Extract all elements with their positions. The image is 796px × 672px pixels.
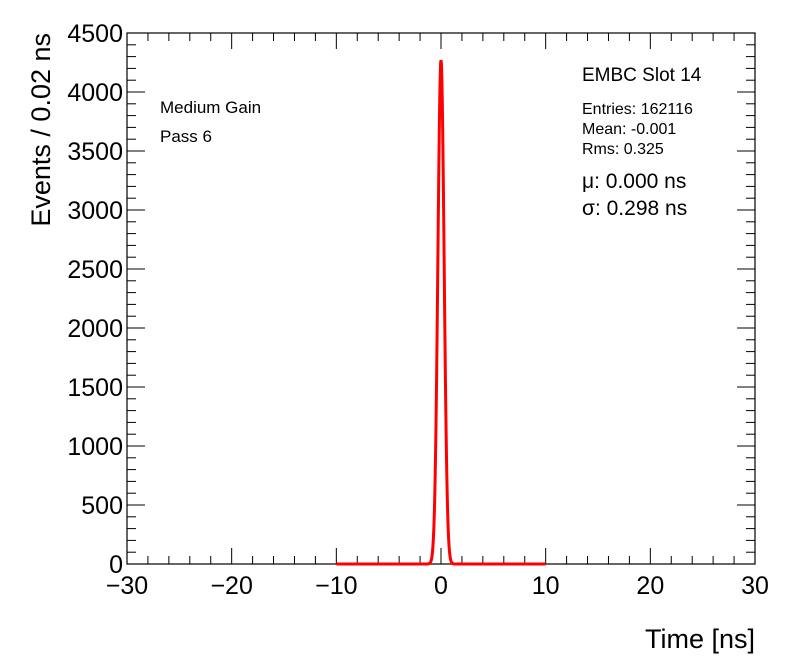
chart-title: EMBC Slot 14: [582, 65, 702, 86]
series-layer: [336, 59, 546, 566]
x-tick-label: −10: [315, 572, 357, 600]
y-axis-title: Events / 0.02 ns: [26, 33, 56, 227]
y-tick-labels: 0 500 1000 1500 2000 2500 3000 3500 4000 4500: [67, 20, 123, 579]
x-tick-label: −30: [106, 572, 148, 600]
x-tick-label: 20: [636, 572, 664, 600]
fit-mu: μ: 0.000 ns: [582, 170, 686, 193]
y-tick-label: 3500: [67, 138, 123, 166]
fit-sigma: σ: 0.298 ns: [582, 197, 687, 220]
y-tick-label: 2500: [67, 256, 123, 284]
gaussian-fit-line: [336, 59, 546, 566]
y-tick-label: 1000: [67, 433, 123, 461]
pass-label: Pass 6: [160, 127, 212, 146]
y-tick-label: 2000: [67, 315, 123, 343]
axis-ticks: [126, 32, 756, 565]
y-tick-label: 4500: [67, 20, 123, 48]
stats-mean: Mean: -0.001: [582, 121, 676, 138]
x-tick-label: −20: [210, 572, 252, 600]
y-tick-label: 3000: [67, 197, 123, 225]
stats-rms: Rms: 0.325: [582, 141, 664, 158]
stats-entries: Entries: 162116: [582, 101, 693, 118]
y-tick-label: 0: [109, 551, 123, 579]
gain-label: Medium Gain: [160, 98, 261, 117]
x-tick-label: 10: [532, 572, 560, 600]
x-tick-label: 30: [741, 572, 769, 600]
x-tick-labels: −30 −20 −10 0 10 20 30: [106, 572, 769, 600]
x-tick-label: 0: [434, 572, 448, 600]
y-tick-label: 4000: [67, 79, 123, 107]
y-tick-label: 500: [81, 492, 123, 520]
x-axis-title: Time [ns]: [645, 624, 755, 654]
y-tick-label: 1500: [67, 374, 123, 402]
